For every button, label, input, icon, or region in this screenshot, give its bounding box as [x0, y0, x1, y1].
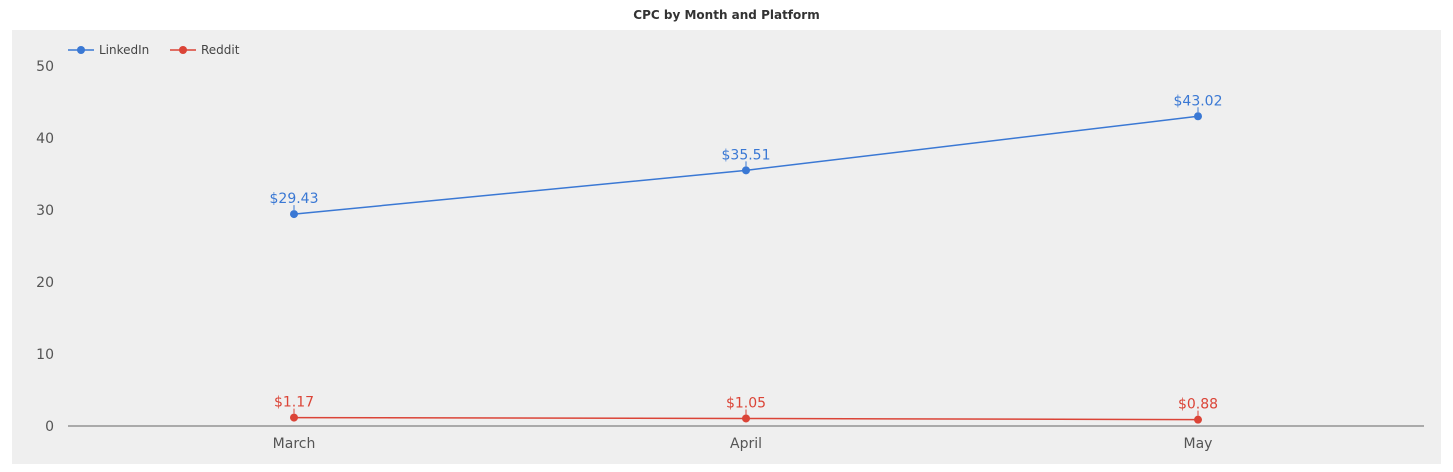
- series-linkedin: $29.43 $35.51 $43.02: [270, 93, 1223, 219]
- legend-item-linkedin[interactable]: LinkedIn: [68, 43, 149, 57]
- series-reddit: $1.17 $1.05 $0.88: [274, 395, 1218, 424]
- data-label: $1.17: [274, 395, 314, 411]
- data-point[interactable]: [1194, 415, 1202, 424]
- data-label: $29.43: [270, 191, 319, 207]
- legend-label: LinkedIn: [99, 43, 149, 57]
- line-chart: LinkedIn Reddit 0 10 20 30 40 50 March April May…: [36, 43, 1424, 452]
- legend-marker-icon: [179, 46, 187, 54]
- y-tick-label: 40: [36, 131, 54, 147]
- data-point[interactable]: [290, 210, 298, 219]
- legend-label: Reddit: [201, 43, 240, 57]
- data-point[interactable]: [742, 166, 750, 175]
- y-tick-label: 0: [45, 419, 54, 435]
- data-label: $1.05: [726, 395, 766, 411]
- data-point[interactable]: [742, 414, 750, 423]
- data-point[interactable]: [290, 413, 298, 422]
- chart-panel: LinkedIn Reddit 0 10 20 30 40 50 March April May…: [12, 30, 1441, 464]
- x-tick-label: April: [730, 436, 762, 452]
- series-area: $29.43 $35.51 $43.02 $1.17 $1.05 $0.88: [270, 93, 1223, 424]
- x-tick-label: March: [273, 436, 316, 452]
- y-tick-label: 50: [36, 59, 54, 75]
- data-point[interactable]: [1194, 112, 1202, 121]
- y-tick-label: 30: [36, 203, 54, 219]
- y-axis: 0 10 20 30 40 50: [36, 59, 54, 435]
- legend-item-reddit[interactable]: Reddit: [170, 43, 240, 57]
- chart-title: CPC by Month and Platform: [633, 8, 820, 22]
- y-tick-label: 10: [36, 347, 54, 363]
- data-label: $43.02: [1174, 93, 1223, 109]
- legend-marker-icon: [77, 46, 85, 54]
- data-label: $0.88: [1178, 397, 1218, 413]
- legend[interactable]: LinkedIn Reddit: [68, 43, 240, 57]
- x-tick-label: May: [1184, 436, 1213, 452]
- data-label: $35.51: [722, 147, 771, 163]
- x-axis: March April May: [68, 425, 1424, 452]
- y-tick-label: 20: [36, 275, 54, 291]
